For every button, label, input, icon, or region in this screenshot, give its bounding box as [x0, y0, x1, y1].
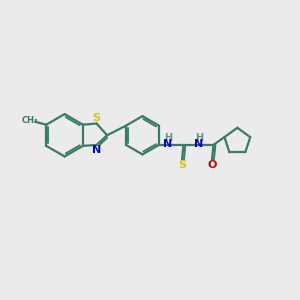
Text: S: S [92, 113, 101, 124]
Text: CH₃: CH₃ [21, 116, 38, 125]
Text: H: H [164, 134, 172, 143]
Text: O: O [207, 160, 217, 170]
Text: S: S [178, 160, 186, 170]
Text: N: N [92, 145, 101, 155]
Text: N: N [194, 139, 203, 149]
Text: N: N [163, 139, 172, 149]
Text: H: H [196, 134, 204, 143]
